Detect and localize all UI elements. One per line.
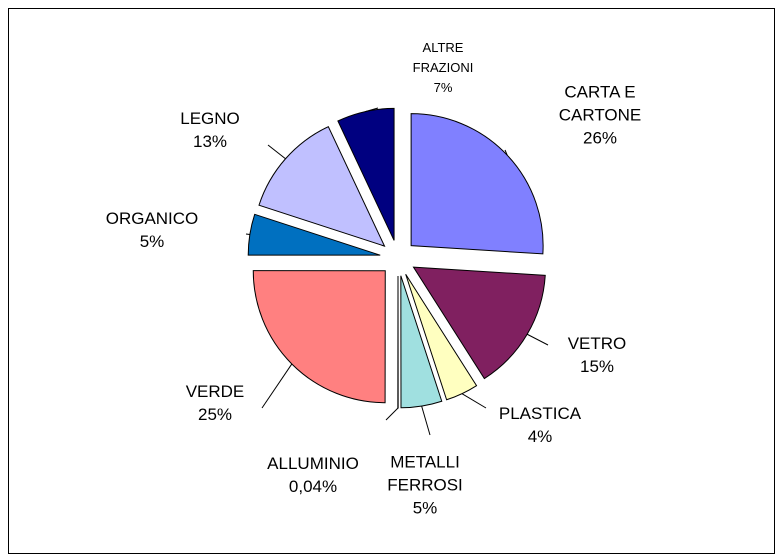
leader-line (504, 149, 508, 156)
leader-line (267, 144, 286, 160)
pie-slice (412, 266, 546, 380)
value-label: 15% (579, 357, 615, 376)
pie-slice (247, 213, 381, 256)
category-label: PLASTICA (498, 404, 582, 423)
slice-label: LEGNO 13% (165, 107, 255, 153)
value-label: 0,04% (288, 477, 338, 496)
category-label: CARTA E CARTONE (558, 82, 642, 125)
leader-line (261, 363, 293, 409)
category-label: VERDE (185, 382, 245, 401)
value-label: 5% (412, 498, 438, 518)
chart-frame (8, 8, 775, 554)
slice-label: VETRO 15% (557, 332, 637, 378)
value-label: 13% (192, 132, 228, 151)
leader-line (526, 333, 549, 346)
pie-slice (410, 113, 544, 255)
value-label: 26% (582, 128, 618, 148)
category-label: LEGNO (180, 109, 240, 128)
leader-line (365, 107, 379, 113)
category-label: ALLUMINIO (267, 454, 359, 473)
slice-label: VERDE 25% (170, 380, 260, 426)
pie-slice (337, 107, 395, 241)
leader-line (421, 405, 431, 436)
leader-line (461, 393, 487, 409)
leader-line (385, 407, 399, 421)
slice-label: CARTA E CARTONE 26% (535, 81, 665, 150)
slice-label: PLASTICA 4% (490, 402, 590, 448)
category-label: METALLI FERROSI (387, 452, 463, 495)
value-label: 25% (197, 405, 233, 424)
value-label: 7% (433, 80, 453, 95)
pie-slice (400, 275, 443, 409)
slice-label: ORGANICO 5% (97, 207, 207, 253)
slice-label: METALLI FERROSI 5% (375, 451, 475, 520)
category-label: ORGANICO (105, 209, 199, 228)
category-label: ALTRE FRAZIONI (412, 40, 474, 75)
category-label: VETRO (567, 334, 627, 353)
slice-label: ALTRE FRAZIONI 7% (398, 38, 488, 98)
slice-label: ALLUMINIO 0,04% (253, 452, 373, 498)
value-label: 4% (527, 427, 553, 446)
value-label: 5% (139, 232, 165, 251)
